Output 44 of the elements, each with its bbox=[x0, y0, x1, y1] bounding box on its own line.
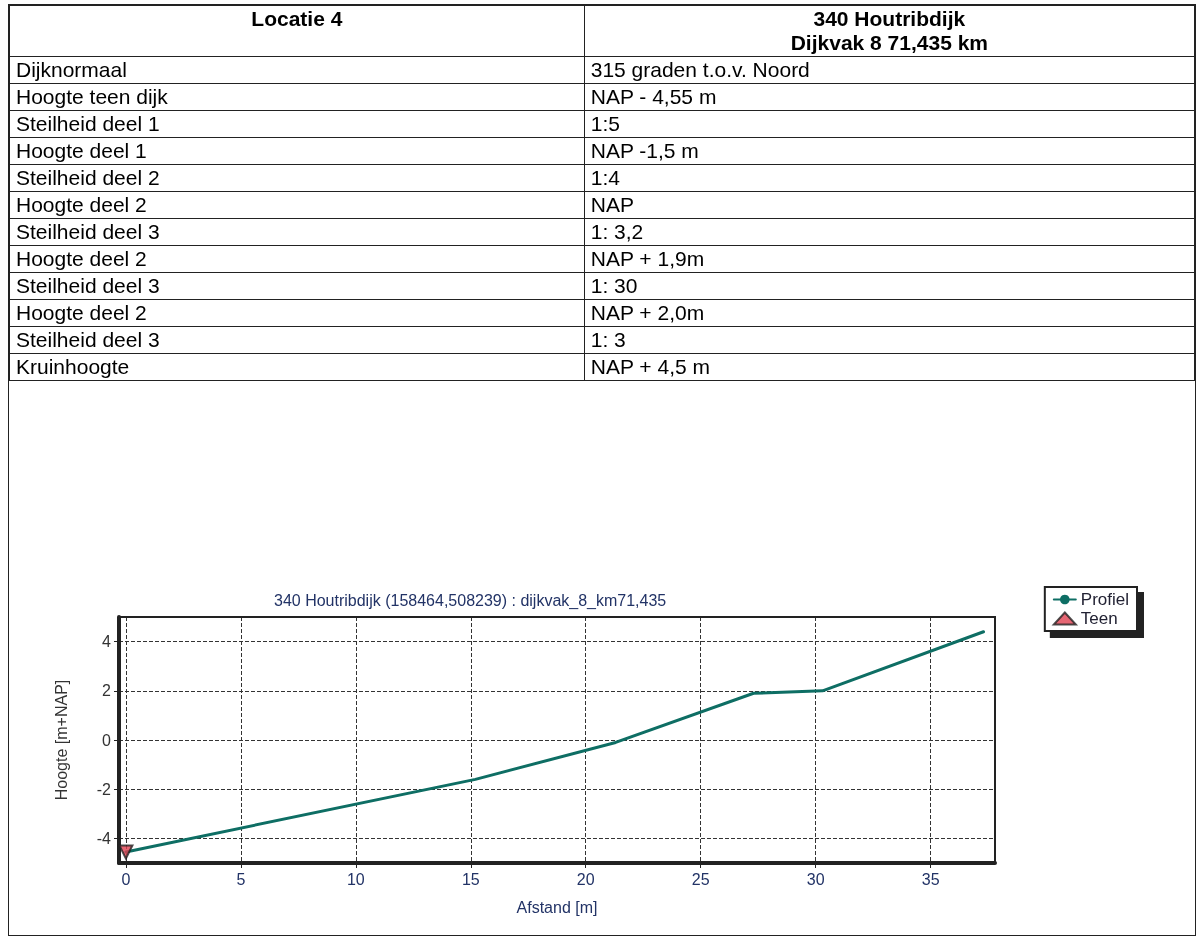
text: 1: 3,2 bbox=[584, 218, 1195, 246]
x-tick-label: 15 bbox=[461, 870, 480, 888]
text: NAP + 4,5 m bbox=[584, 353, 1195, 381]
text: 340 Houtribdijk Dijkvak 8 71,435 km bbox=[584, 5, 1195, 57]
y-tick-label: -2 bbox=[96, 780, 112, 798]
text: NAP + 2,0m bbox=[584, 299, 1195, 327]
y-tick-label: 0 bbox=[102, 731, 112, 749]
x-tick-label: 5 bbox=[236, 870, 246, 888]
y-tick-label: 2 bbox=[102, 682, 112, 700]
text: NAP -1,5 m bbox=[584, 137, 1195, 165]
x-axis-title: Afstand [m] bbox=[516, 898, 598, 916]
text: 1:4 bbox=[584, 164, 1195, 192]
text: NAP - 4,55 m bbox=[584, 83, 1195, 111]
text: 1: 3 bbox=[584, 326, 1195, 354]
text: Locatie 4 bbox=[9, 5, 585, 57]
x-tick-label: 0 bbox=[121, 870, 131, 888]
y-tick-label: 4 bbox=[102, 633, 112, 651]
legend-label: Profiel bbox=[1080, 590, 1129, 609]
text: Hoogte teen dijk bbox=[9, 83, 585, 111]
text: 315 graden t.o.v. Noord bbox=[584, 56, 1195, 84]
chart-title: 340 Houtribdijk (158464,508239) : dijkvak_8_km71,435 bbox=[274, 591, 667, 610]
x-tick-label: 35 bbox=[921, 870, 940, 888]
y-tick-label: -4 bbox=[96, 829, 112, 847]
text: 1:5 bbox=[584, 110, 1195, 138]
text: Steilheid deel 1 bbox=[9, 110, 585, 138]
text: Steilheid deel 2 bbox=[9, 164, 585, 192]
y-axis-title: Hoogte [m+NAP] bbox=[52, 679, 70, 801]
legend-label: Teen bbox=[1080, 609, 1118, 628]
text: Hoogte deel 1 bbox=[9, 137, 585, 165]
x-tick-label: 10 bbox=[346, 870, 365, 888]
text: Dijknormaal bbox=[9, 56, 585, 84]
text: Steilheid deel 3 bbox=[9, 218, 585, 246]
text: Kruinhoogte bbox=[9, 353, 585, 381]
text: NAP bbox=[584, 191, 1195, 219]
text: Hoogte deel 2 bbox=[9, 245, 585, 273]
text: Hoogte deel 2 bbox=[9, 191, 585, 219]
text: NAP + 1,9m bbox=[584, 245, 1195, 273]
x-tick-label: 25 bbox=[691, 870, 710, 888]
text: 1: 30 bbox=[584, 272, 1195, 300]
text: Steilheid deel 3 bbox=[9, 326, 585, 354]
text: Hoogte deel 2 bbox=[9, 299, 585, 327]
text: Steilheid deel 3 bbox=[9, 272, 585, 300]
x-tick-label: 30 bbox=[806, 870, 825, 888]
x-tick-label: 20 bbox=[576, 870, 595, 888]
